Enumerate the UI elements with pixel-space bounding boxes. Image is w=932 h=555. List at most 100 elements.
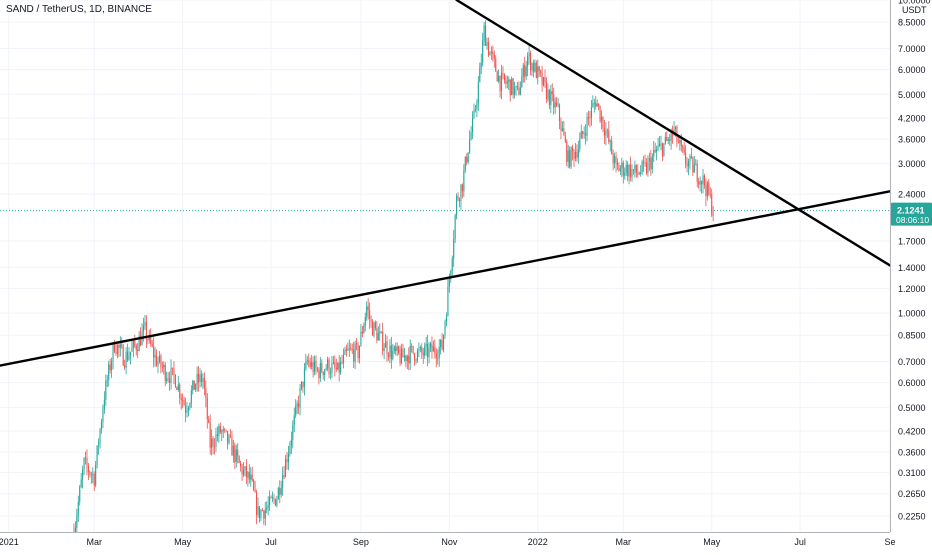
- candle-body: [656, 149, 658, 152]
- candle-body: [416, 350, 419, 361]
- candle-body: [585, 133, 587, 136]
- candle: [476, 99, 478, 117]
- candle: [313, 355, 316, 376]
- candle: [500, 64, 503, 100]
- candle: [612, 149, 614, 171]
- candle: [121, 337, 123, 349]
- candle: [687, 158, 690, 176]
- candle: [109, 358, 111, 374]
- candle-body: [490, 51, 492, 53]
- candle-body: [611, 140, 613, 155]
- candle-body: [695, 163, 697, 165]
- time-tick-label: May: [174, 537, 192, 547]
- candle: [593, 98, 595, 113]
- candle: [90, 471, 92, 484]
- candle: [574, 142, 577, 162]
- candle-body: [331, 363, 333, 374]
- candle: [554, 97, 556, 114]
- candle: [503, 73, 505, 84]
- candle-body: [471, 117, 474, 133]
- candle-body: [216, 434, 218, 437]
- candle: [190, 385, 192, 408]
- candle: [379, 323, 381, 341]
- price-tick-label: 0.2650: [898, 489, 926, 499]
- candle: [227, 430, 229, 450]
- candle: [179, 382, 181, 405]
- candle-body: [269, 496, 271, 506]
- candle: [237, 443, 239, 464]
- candle: [615, 151, 617, 173]
- candle-body: [651, 156, 653, 170]
- candle-body: [135, 345, 137, 350]
- candle-body: [93, 473, 95, 486]
- candle-body: [312, 362, 314, 373]
- candle: [576, 144, 578, 162]
- candle-body: [102, 409, 104, 423]
- candle: [402, 343, 404, 358]
- candle: [477, 76, 479, 111]
- candle: [625, 160, 627, 176]
- candle: [540, 69, 542, 78]
- candle: [614, 152, 616, 169]
- candle: [702, 169, 704, 194]
- candle-body: [356, 343, 358, 345]
- candle-body: [576, 152, 578, 158]
- candle-body: [82, 470, 84, 480]
- candle: [328, 357, 330, 379]
- candle-body: [180, 397, 182, 400]
- candle-body: [99, 429, 101, 445]
- candle-body: [441, 339, 443, 350]
- candle-body: [140, 335, 142, 346]
- candle-body: [247, 471, 249, 478]
- time-tick-label: May: [703, 537, 721, 547]
- candle-body: [157, 361, 159, 366]
- candle: [341, 354, 343, 365]
- candle: [293, 407, 295, 433]
- candle-body: [203, 378, 205, 389]
- candle-body: [514, 87, 516, 95]
- candle-body: [443, 335, 445, 350]
- candle: [192, 379, 194, 395]
- candle-body: [213, 446, 216, 448]
- candle: [279, 480, 281, 504]
- candle-body: [341, 361, 343, 363]
- candle: [389, 339, 391, 364]
- candle: [650, 150, 652, 176]
- candle: [96, 445, 98, 469]
- candle-body: [299, 388, 301, 408]
- candle: [363, 322, 365, 334]
- candle-body: [586, 116, 588, 136]
- candle: [100, 418, 103, 434]
- candle: [155, 349, 158, 367]
- candle-body: [654, 150, 656, 152]
- candle-body: [543, 77, 545, 86]
- candle: [267, 496, 269, 516]
- candle: [648, 152, 650, 171]
- candle-body: [424, 346, 426, 356]
- candle-body: [674, 126, 677, 129]
- candle: [440, 339, 442, 355]
- candle-body: [701, 180, 703, 185]
- candle-body: [100, 422, 103, 430]
- candle: [563, 120, 565, 136]
- candle-body: [221, 431, 223, 433]
- candle-body: [440, 339, 442, 348]
- candle: [661, 142, 663, 162]
- candle-body: [342, 354, 345, 363]
- candle: [566, 139, 568, 167]
- candle-body: [134, 341, 136, 346]
- candle: [213, 438, 216, 455]
- candle: [382, 322, 384, 356]
- candle-body: [545, 81, 548, 99]
- candle: [209, 414, 211, 455]
- candle: [116, 343, 118, 359]
- candle: [643, 155, 645, 172]
- candle-body: [248, 471, 250, 480]
- candle: [551, 83, 553, 102]
- candle-body: [327, 359, 329, 369]
- candle: [619, 165, 621, 175]
- candle-body: [689, 155, 691, 162]
- candle-body: [250, 474, 252, 480]
